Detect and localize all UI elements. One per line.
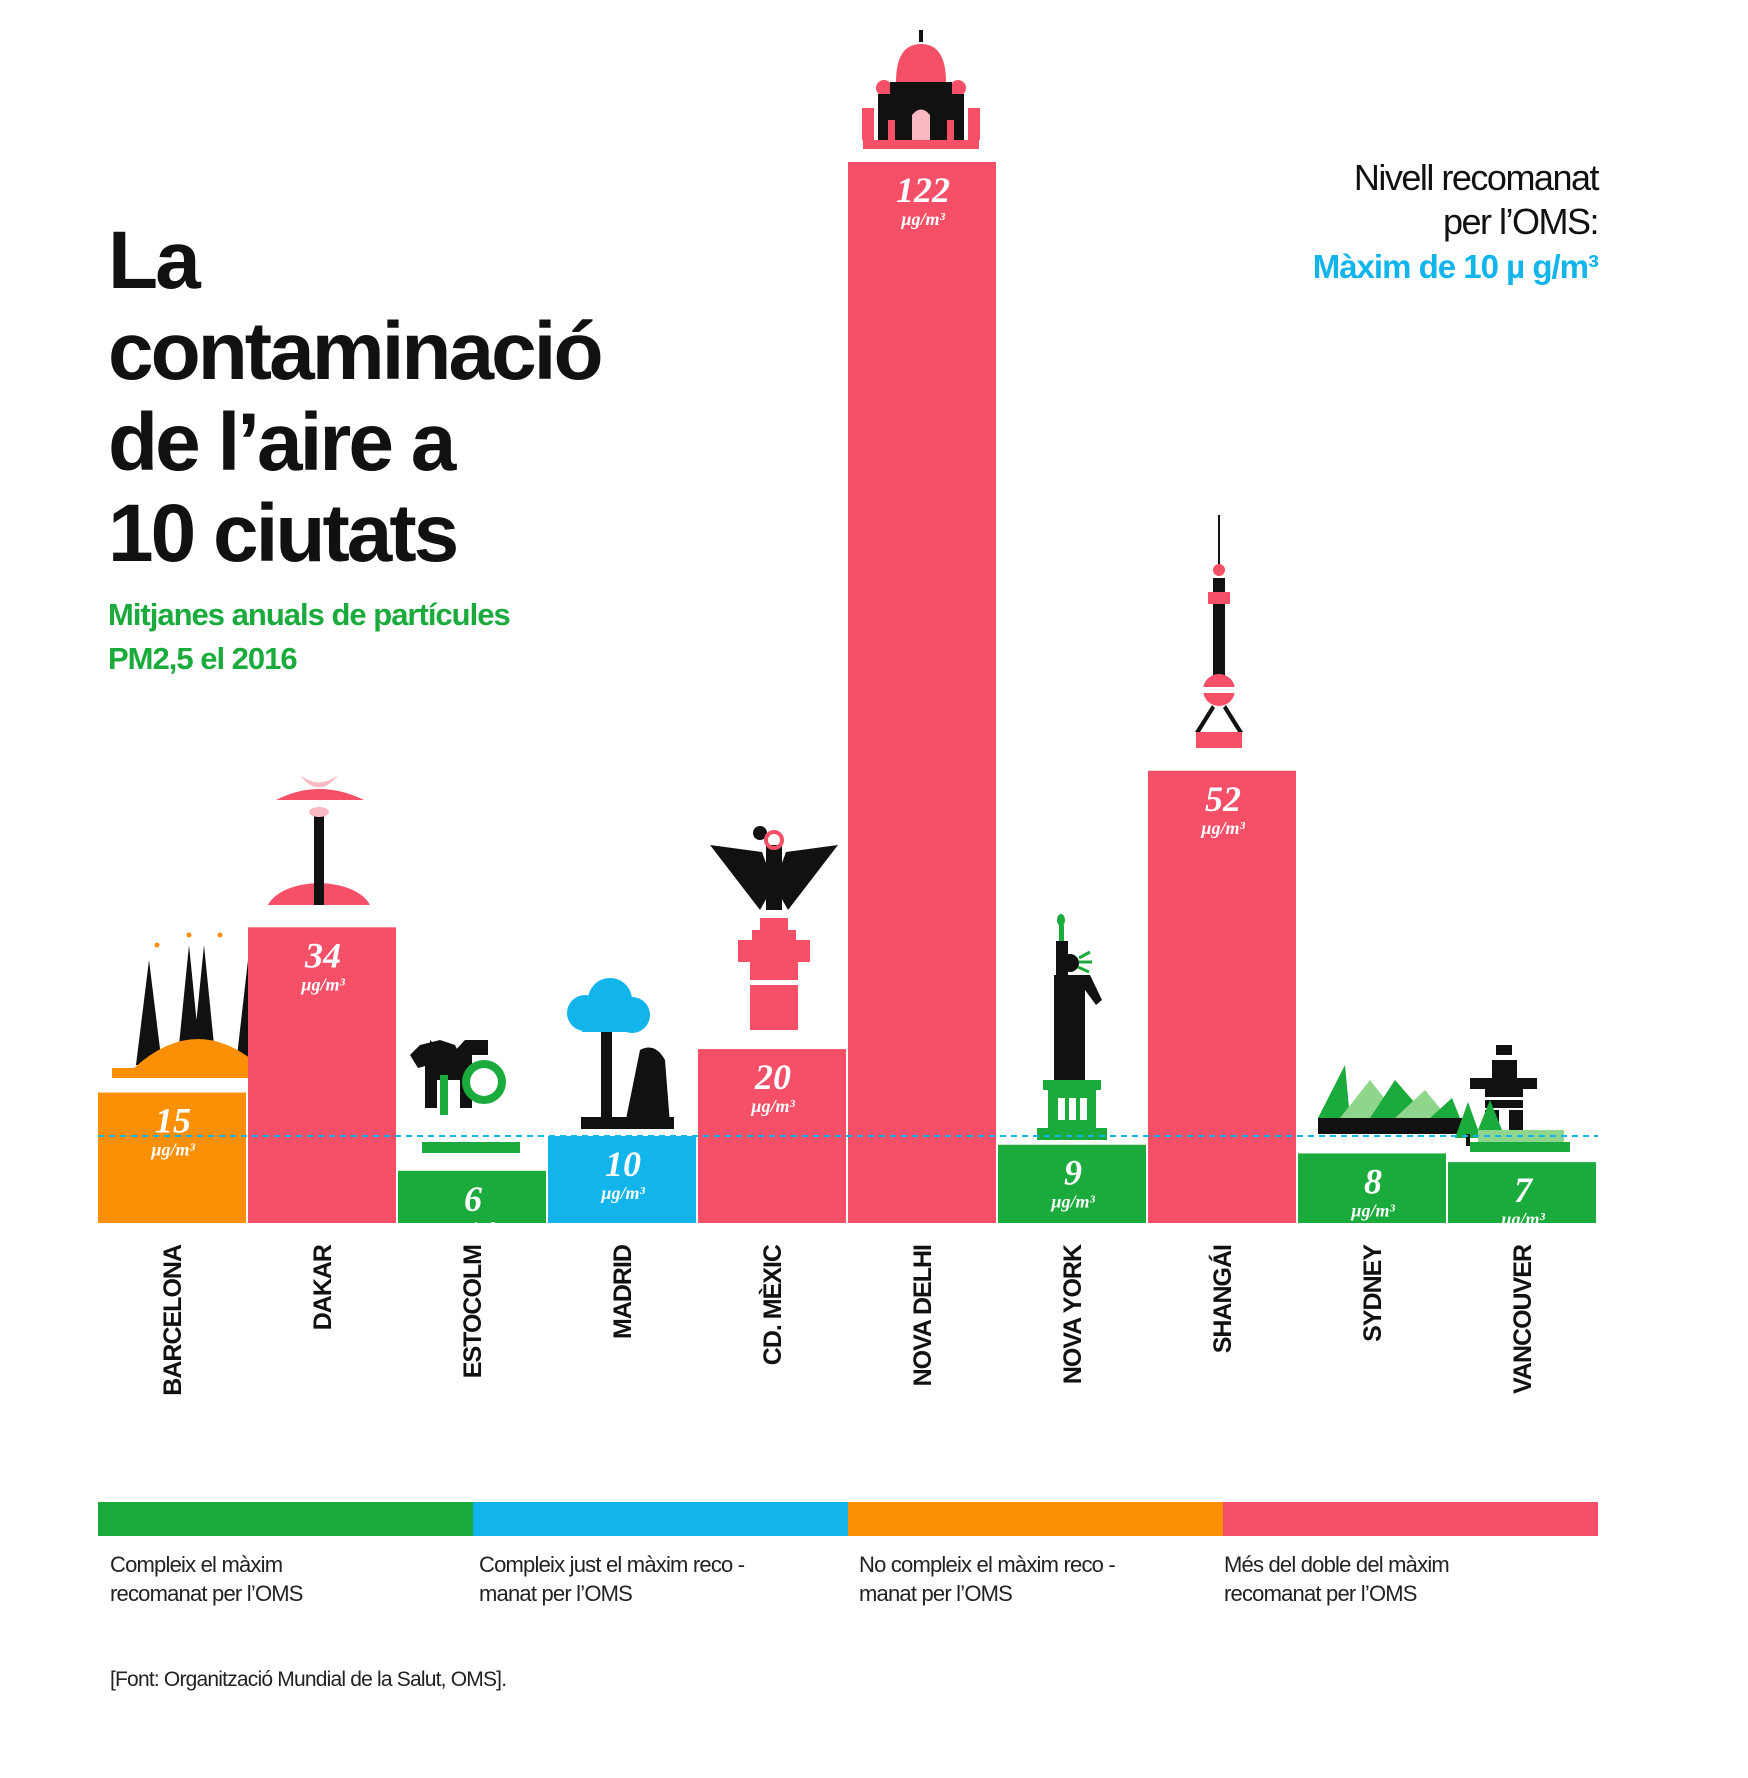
title-block: La contaminació de l’aire a 10 ciutats M… — [108, 215, 748, 681]
legend-label-mes-del-doble: Més del doble del màxim recomanat per l’… — [1224, 1552, 1450, 1606]
unit-label: µg/m³ — [300, 974, 345, 994]
category-label: SYDNEY — [1359, 1244, 1387, 1342]
bar-sydney — [1298, 1153, 1446, 1223]
category-label: CD. MÈXIC — [758, 1244, 787, 1365]
landmark-icons — [112, 30, 1570, 1153]
page-title-line-4: 10 ciutats — [108, 488, 459, 579]
bar-barcelona — [98, 1092, 246, 1223]
category-labels-group: BARCELONA DAKAR ESTOCOLM MADRID CD. MÈXIC NOV… — [159, 1244, 1537, 1396]
unit-label: µg/m³ — [150, 1140, 195, 1160]
taj-mahal-icon — [862, 30, 980, 149]
value-label: 15 — [155, 1101, 191, 1141]
page-title-line-2: contaminació — [108, 306, 604, 397]
legend-label-compleix: Compleix el màxim recomanat per l’OMS — [110, 1552, 303, 1606]
oriental-pearl-tower-icon — [1195, 515, 1243, 748]
legend-label-no-compleix: No compleix el màxim reco - manat per l’… — [859, 1552, 1116, 1606]
value-label: 10 — [605, 1144, 641, 1184]
bars-group — [98, 162, 1596, 1223]
unit-label: µg/m³ — [1500, 1209, 1545, 1229]
legend-swatch — [1223, 1502, 1598, 1536]
bar-nova-york — [998, 1144, 1146, 1223]
value-label: 52 — [1205, 779, 1241, 819]
value-label: 9 — [1064, 1153, 1082, 1193]
value-label: 122 — [896, 170, 950, 210]
category-label: NOVA DELHI — [909, 1245, 937, 1386]
fountain-icon — [268, 775, 370, 905]
unit-label: µg/m³ — [1200, 818, 1245, 838]
who-note-max: Màxim de 10 µ g/m³ — [1312, 248, 1599, 285]
value-labels-group: 15µg/m³34µg/m³6µg/m³10µg/m³20µg/m³122µg/… — [150, 170, 1545, 1238]
angel-independence-icon — [710, 826, 838, 1030]
value-label: 20 — [754, 1057, 791, 1097]
legend-color-bar — [98, 1502, 1598, 1536]
statue-of-liberty-icon — [1037, 914, 1107, 1140]
subtitle-line-1: Mitjanes anuals de partícules — [108, 597, 511, 632]
unit-label: µg/m³ — [600, 1183, 645, 1203]
legend-label-compleix-just: Compleix just el màxim reco - manat per … — [479, 1552, 745, 1606]
legend-swatch — [473, 1502, 848, 1536]
legend-swatch — [98, 1502, 473, 1536]
subtitle-line-2: PM2,5 el 2016 — [108, 641, 298, 676]
category-label: BARCELONA — [159, 1244, 187, 1396]
category-label: SHANGÁI — [1208, 1245, 1237, 1353]
sydney-opera-house-icon — [1318, 1065, 1462, 1134]
value-label: 7 — [1514, 1170, 1534, 1210]
category-label: MADRID — [609, 1245, 637, 1339]
bar-dakar — [248, 927, 396, 1223]
value-label: 8 — [1364, 1161, 1382, 1201]
bar-estocolm — [398, 1170, 546, 1223]
dala-horse-icon — [410, 1040, 520, 1153]
who-recommendation-note: Nivell recomanat per l’OMS: Màxim de 10 … — [1312, 156, 1600, 290]
bar-vancouver — [1448, 1162, 1596, 1223]
unit-label: µg/m³ — [900, 209, 945, 229]
inukshuk-icon — [1455, 1045, 1570, 1152]
unit-label: µg/m³ — [1050, 1192, 1095, 1212]
category-label: VANCOUVER — [1509, 1244, 1537, 1394]
bar-nova-delhi — [848, 162, 996, 1223]
page-title-line-1: La — [108, 215, 201, 306]
unit-label: µg/m³ — [450, 1218, 495, 1238]
category-label: ESTOCOLM — [459, 1245, 487, 1378]
who-note-line-1: Nivell recomanat — [1353, 157, 1600, 198]
source-note: [Font: Organització Mundial de la Salut,… — [110, 1668, 507, 1691]
unit-label: µg/m³ — [750, 1096, 795, 1116]
page-title-line-3: de l’aire a — [108, 397, 456, 488]
category-label: NOVA YORK — [1059, 1244, 1087, 1384]
category-label: DAKAR — [309, 1244, 337, 1330]
value-label: 34 — [304, 935, 341, 975]
subtitle: Mitjanes anuals de partícules PM2,5 el 2… — [108, 593, 748, 681]
who-note-line-2: per l’OMS: — [1442, 201, 1600, 242]
bar-shang-i — [1148, 770, 1296, 1223]
legend-swatch — [848, 1502, 1223, 1536]
bear-strawberry-tree-icon — [567, 978, 674, 1129]
unit-label: µg/m³ — [1350, 1200, 1395, 1220]
value-label: 6 — [464, 1179, 482, 1219]
bar-madrid — [548, 1136, 696, 1223]
